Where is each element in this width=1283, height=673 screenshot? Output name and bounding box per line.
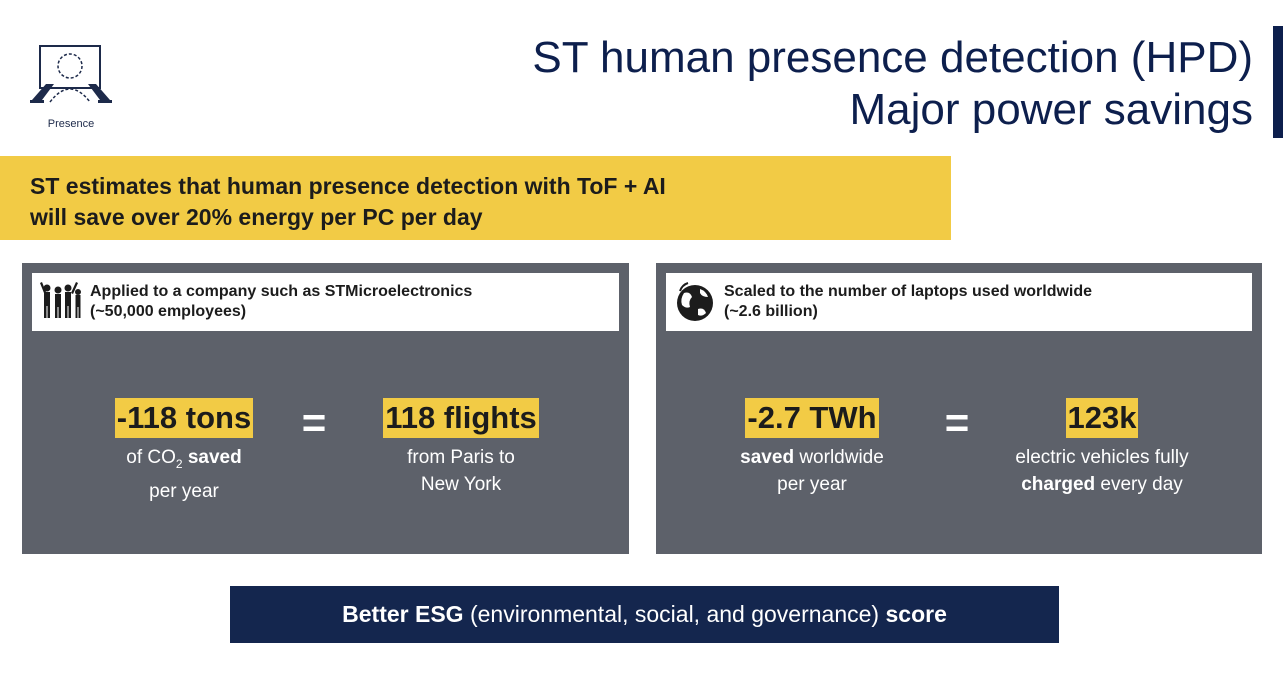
esg-middle-text: (environmental, social, and governance) bbox=[463, 601, 886, 627]
globe-icon bbox=[677, 282, 713, 321]
company-panel-header: Applied to a company such as STMicroelec… bbox=[32, 273, 619, 331]
presence-logo: Presence bbox=[28, 40, 114, 136]
co2-stat: -118 tons of CO2 saved per year bbox=[84, 398, 284, 505]
co2-desc-bold: saved bbox=[187, 447, 242, 468]
worldwide-header-line-2: (~2.6 billion) bbox=[724, 303, 818, 320]
ev-desc-bold: charged bbox=[1021, 474, 1096, 495]
flights-description: from Paris to New York bbox=[361, 444, 561, 498]
title-line-2: Major power savings bbox=[849, 85, 1254, 134]
energy-value: -2.7 TWh bbox=[745, 398, 879, 438]
logo-label: Presence bbox=[47, 118, 95, 130]
esg-bold-suffix: score bbox=[885, 601, 947, 627]
co2-desc-subscript: 2 bbox=[175, 456, 183, 471]
equals-sign: = bbox=[301, 399, 327, 446]
worldwide-panel: Scaled to the number of laptops used wor… bbox=[656, 263, 1262, 554]
ev-desc-line-1: electric vehicles fully bbox=[1015, 447, 1189, 468]
energy-desc-bold: saved bbox=[740, 447, 795, 468]
company-header-line-1: Applied to a company such as STMicroelec… bbox=[90, 283, 473, 300]
headline-banner: ST estimates that human presence detecti… bbox=[0, 156, 951, 240]
worldwide-panel-header: Scaled to the number of laptops used wor… bbox=[666, 273, 1252, 331]
equals-sign: = bbox=[944, 399, 970, 446]
company-header-line-2: (~50,000 employees) bbox=[90, 303, 247, 320]
company-panel: Applied to a company such as STMicroelec… bbox=[22, 263, 629, 554]
title-accent-bar bbox=[1273, 26, 1283, 138]
flights-stat: 118 flights from Paris to New York bbox=[361, 398, 561, 498]
banner-line-1: ST estimates that human presence detecti… bbox=[30, 173, 666, 199]
worldwide-panel-title: Scaled to the number of laptops used wor… bbox=[724, 282, 1092, 322]
co2-value: -118 tons bbox=[114, 398, 254, 438]
worldwide-header-line-1: Scaled to the number of laptops used wor… bbox=[724, 283, 1093, 300]
ev-stat: 123k electric vehicles fully charged eve… bbox=[987, 398, 1217, 498]
flights-desc-line-1: from Paris to bbox=[407, 447, 515, 468]
flights-value: 118 flights bbox=[383, 398, 539, 438]
company-panel-title: Applied to a company such as STMicroelec… bbox=[90, 282, 472, 322]
energy-stat: -2.7 TWh saved worldwide per year bbox=[712, 398, 912, 498]
co2-description: of CO2 saved per year bbox=[84, 444, 284, 505]
ev-value: 123k bbox=[1065, 398, 1139, 438]
esg-score-bar: Better ESG (environmental, social, and g… bbox=[230, 586, 1059, 643]
esg-bold-prefix: Better ESG bbox=[342, 601, 464, 627]
ev-desc-rest: every day bbox=[1095, 474, 1183, 495]
flights-desc-line-2: New York bbox=[420, 474, 502, 495]
people-group-icon bbox=[40, 282, 81, 318]
title-line-1: ST human presence detection (HPD) bbox=[532, 33, 1253, 82]
ev-description: electric vehicles fully charged every da… bbox=[987, 444, 1217, 498]
presence-person-laptop-icon bbox=[30, 45, 112, 103]
banner-text: ST estimates that human presence detecti… bbox=[30, 171, 666, 233]
energy-desc-line-2: per year bbox=[777, 474, 847, 495]
energy-desc-rest: worldwide bbox=[794, 447, 884, 468]
banner-line-2: will save over 20% energy per PC per day bbox=[30, 204, 483, 230]
co2-desc-prefix: of CO bbox=[126, 447, 176, 468]
page-title: ST human presence detection (HPD) Major … bbox=[532, 32, 1253, 136]
co2-desc-line-2: per year bbox=[149, 480, 219, 502]
energy-description: saved worldwide per year bbox=[712, 444, 912, 498]
